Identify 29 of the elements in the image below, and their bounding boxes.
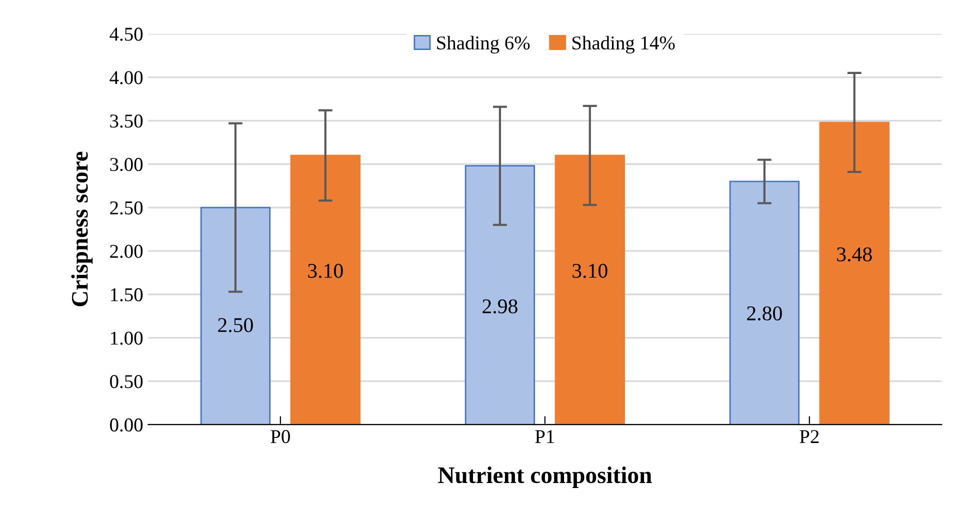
bar <box>554 154 625 425</box>
y-tick-label: 0.00 <box>110 418 143 432</box>
bar <box>200 206 271 425</box>
y-tick-label: 1.50 <box>111 288 143 302</box>
data-label: 2.98 <box>482 299 518 314</box>
legend-label: Shading 6% <box>437 36 530 54</box>
y-tick-label: 3.00 <box>110 158 143 172</box>
bar <box>464 165 536 425</box>
y-tick-label: 1.00 <box>111 332 143 345</box>
x-tick-label: P1 <box>535 430 554 443</box>
data-label: 3.10 <box>572 264 608 278</box>
bar <box>729 180 800 425</box>
y-tick-label: 3.50 <box>110 114 143 128</box>
data-label: 2.50 <box>218 318 253 332</box>
x-axis-title: Nutrient composition <box>438 466 652 488</box>
data-label: 3.48 <box>837 247 872 262</box>
legend-label: Shading 14% <box>572 36 675 54</box>
y-tick-label: 2.50 <box>110 201 143 215</box>
bar <box>819 122 890 425</box>
x-tick-label: P0 <box>270 430 290 444</box>
bar <box>290 154 360 425</box>
y-tick-label: 4.50 <box>110 28 143 41</box>
data-label: 3.10 <box>308 264 343 278</box>
y-tick-label: 4.00 <box>110 71 143 84</box>
data-label: 2.80 <box>747 306 782 321</box>
y-tick-label: 2.00 <box>110 244 143 258</box>
x-tick-label: P2 <box>800 430 819 443</box>
y-axis-title: Crispness score <box>71 152 93 306</box>
y-tick-label: 0.50 <box>110 375 143 388</box>
